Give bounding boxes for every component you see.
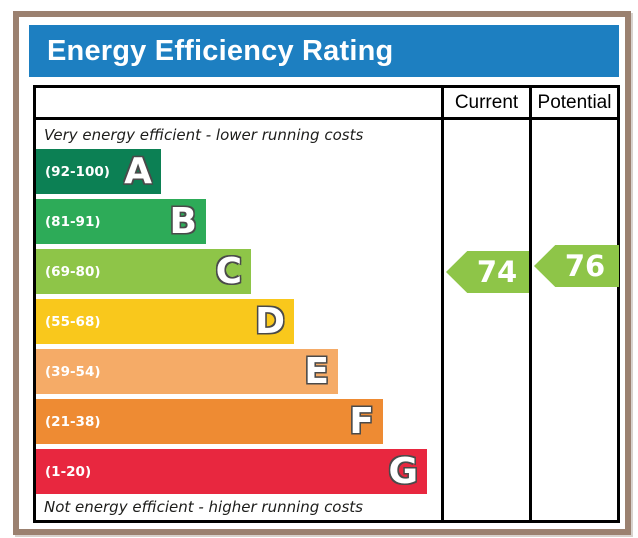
band-a-letter: A [124,151,152,192]
rating-table: Current Potential Very energy efficient … [33,85,620,523]
band-c: (69-80) C [36,249,251,294]
outer-frame: Energy Efficiency Rating Current Potenti… [13,11,631,535]
potential-rating-cell: 76 [529,120,619,520]
band-b-range: (81-91) [45,213,101,230]
table-body-row: Very energy efficient - lower running co… [36,120,619,520]
current-column-header: Current [441,88,529,117]
table-header-row: Current Potential [36,88,617,120]
band-d-range: (55-68) [45,313,101,330]
current-rating-cell: 74 [441,120,531,520]
band-e-range: (39-54) [45,363,101,380]
band-a-range: (92-100) [45,163,110,180]
band-b: (81-91) B [36,199,206,244]
band-e-letter: E [304,351,329,392]
page-title: Energy Efficiency Rating [47,34,394,67]
title-banner: Energy Efficiency Rating [29,25,619,77]
band-a: (92-100) A [36,149,161,194]
band-c-range: (69-80) [45,263,101,280]
bottom-note: Not energy efficient - higher running co… [44,498,363,516]
band-f: (21-38) F [36,399,383,444]
top-note: Very energy efficient - lower running co… [44,126,364,144]
band-g: (1-20) G [36,449,427,494]
current-rating-value: 74 [476,255,518,289]
band-f-letter: F [349,401,374,442]
potential-rating-arrow: 76 [534,245,619,287]
band-e: (39-54) E [36,349,338,394]
current-rating-arrow: 74 [446,251,531,293]
band-d-letter: D [255,301,285,342]
rating-bands-cell: Very energy efficient - lower running co… [36,120,441,520]
bands-column-header [36,88,441,117]
band-d: (55-68) D [36,299,294,344]
potential-rating-value: 76 [564,249,606,283]
rating-bands: (92-100) A (81-91) B (69-80) C (55-68) D [36,149,441,494]
potential-column-header: Potential [529,88,617,117]
band-b-letter: B [169,201,197,242]
band-g-letter: G [388,451,418,492]
band-g-range: (1-20) [45,463,92,480]
band-f-range: (21-38) [45,413,101,430]
band-c-letter: C [215,251,242,292]
